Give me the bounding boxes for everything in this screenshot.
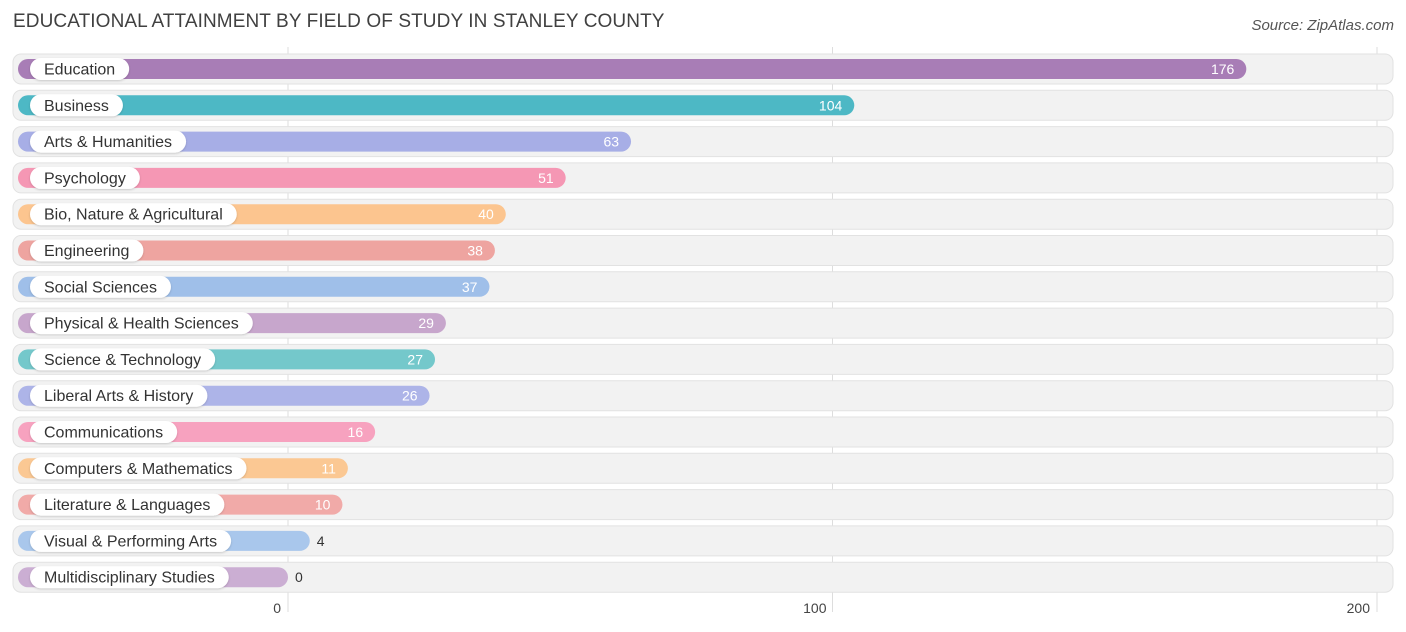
category-label: Social Sciences	[44, 279, 157, 296]
category-label: Computers & Mathematics	[44, 461, 233, 478]
value-label: 11	[321, 460, 336, 476]
bar-row-science-and-technology: Science & Technology 27	[12, 343, 1394, 375]
x-tick-label: 200	[1347, 600, 1371, 616]
category-label: Arts & Humanities	[44, 134, 172, 151]
bar-business	[18, 95, 855, 116]
category-label: Communications	[44, 425, 163, 442]
category-label: Liberal Arts & History	[44, 388, 193, 405]
value-label: 0	[295, 569, 303, 585]
value-label: 40	[478, 206, 494, 222]
bar-row-arts-and-humanities: Arts & Humanities 63	[12, 126, 1394, 158]
category-label: Education	[44, 62, 115, 79]
value-label: 38	[467, 243, 483, 259]
value-label: 10	[315, 497, 331, 513]
category-label-pill	[30, 493, 225, 516]
chart-title: EDUCATIONAL ATTAINMENT BY FIELD OF STUDY…	[13, 11, 665, 32]
category-label-pill	[30, 239, 144, 262]
bar-track	[12, 489, 1394, 521]
value-label: 27	[407, 351, 423, 367]
x-tick-label: 0	[273, 600, 281, 616]
category-label-pill	[30, 566, 229, 589]
category-label: Physical & Health Sciences	[44, 316, 239, 333]
bar-psychology	[18, 167, 566, 188]
bar-track	[12, 452, 1394, 484]
bar-education	[18, 59, 1247, 79]
category-label-pill	[30, 348, 216, 371]
x-axis-ticks: 0 100 200	[273, 600, 1370, 616]
category-label-pill	[30, 94, 123, 117]
bar-row-visual-and-performing-arts: Visual & Performing Arts 4	[12, 525, 1394, 557]
category-label-pill	[30, 130, 187, 153]
category-label-pill	[30, 166, 140, 189]
bar-track	[12, 561, 1394, 593]
category-label-pill	[30, 529, 232, 552]
x-tick-label: 100	[803, 600, 827, 616]
category-label: Bio, Nature & Agricultural	[44, 207, 223, 224]
value-label: 104	[819, 97, 843, 113]
category-label: Business	[44, 98, 109, 115]
category-label-pill	[30, 421, 178, 443]
bar-row-physical-and-health-sciences: Physical & Health Sciences 29	[12, 307, 1394, 339]
bar-row-communications: Communications 16	[12, 416, 1394, 448]
category-label: Science & Technology	[44, 352, 201, 369]
chart-source: Source: ZipAtlas.com	[1251, 17, 1394, 34]
value-label: 176	[1211, 61, 1235, 77]
bar-row-education: Education 176	[12, 53, 1394, 85]
category-label-pill	[30, 203, 237, 226]
category-label: Psychology	[44, 170, 126, 187]
value-label: 29	[418, 315, 434, 331]
bar-row-engineering: Engineering 38	[12, 235, 1394, 266]
bar-row-computers-and-mathematics: Computers & Mathematics 11	[12, 452, 1394, 484]
value-label: 37	[462, 279, 478, 295]
category-label-pill	[30, 457, 247, 480]
bar-row-liberal-arts-and-history: Liberal Arts & History 26	[12, 380, 1394, 412]
bar-row-literature-and-languages: Literature & Languages 10	[12, 489, 1394, 521]
value-label: 26	[402, 388, 418, 404]
category-label-pill	[30, 58, 130, 80]
bar-track	[12, 525, 1394, 557]
category-label-pill	[30, 384, 208, 407]
category-label: Multidisciplinary Studies	[44, 570, 215, 587]
value-label: 4	[317, 533, 325, 549]
category-label: Engineering	[44, 243, 129, 260]
category-label: Visual & Performing Arts	[44, 533, 217, 550]
value-label: 63	[603, 134, 619, 150]
bar-row-multidisciplinary-studies: Multidisciplinary Studies 0	[12, 561, 1394, 593]
category-label: Literature & Languages	[44, 497, 210, 514]
bar-row-business: Business 104	[12, 89, 1394, 121]
category-label-pill	[30, 275, 171, 298]
bar-row-social-sciences: Social Sciences 37	[12, 271, 1394, 303]
value-label: 16	[348, 424, 364, 440]
category-label-pill	[30, 312, 253, 335]
bar-row-bio-nature-and-agricultural: Bio, Nature & Agricultural 40	[12, 198, 1394, 230]
bar-row-psychology: Psychology 51	[12, 162, 1394, 194]
value-label: 51	[538, 170, 554, 186]
